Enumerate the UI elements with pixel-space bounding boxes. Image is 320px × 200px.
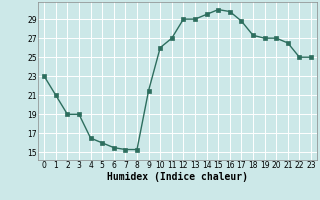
X-axis label: Humidex (Indice chaleur): Humidex (Indice chaleur) bbox=[107, 172, 248, 182]
